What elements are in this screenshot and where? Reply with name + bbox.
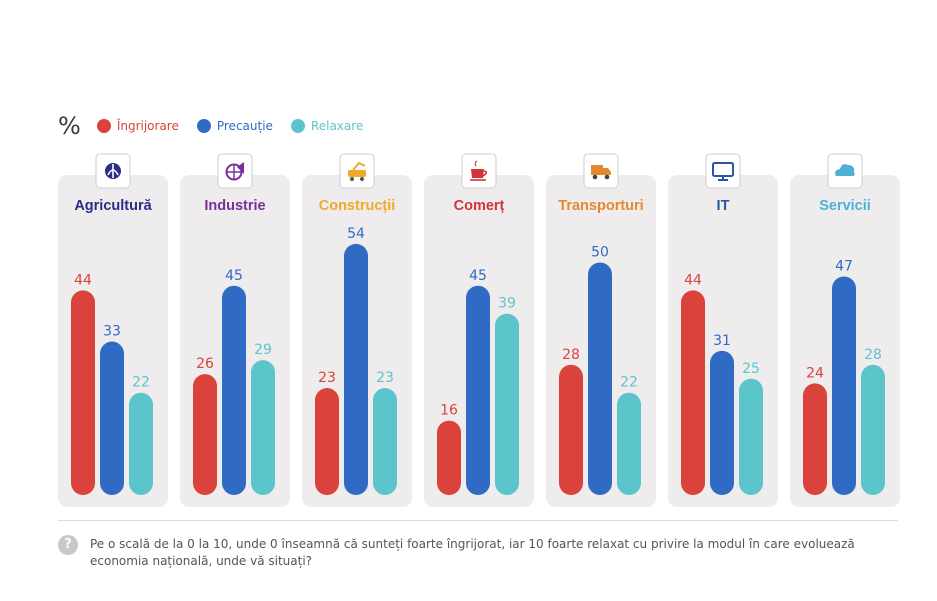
category-group-transporturi: Transporturi 28 50 22 <box>546 153 656 507</box>
bar-comert-ingrijorare <box>437 420 461 495</box>
question-icon: ? <box>58 535 78 555</box>
category-group-comert: Comerț 16 45 39 <box>424 153 534 507</box>
bar-transporturi-ingrijorare <box>559 364 583 495</box>
data-label-it-ingrijorare: 44 <box>684 272 702 288</box>
category-group-it: IT 44 31 25 <box>668 153 778 507</box>
data-label-servicii-precautie: 47 <box>835 258 853 274</box>
construction-vehicle-icon <box>348 161 366 181</box>
bar-comert-relaxare <box>495 313 519 495</box>
category-group-constructii: Construcții 23 54 23 <box>302 153 412 507</box>
data-label-comert-precautie: 45 <box>469 268 487 284</box>
data-label-servicii-ingrijorare: 24 <box>806 365 824 381</box>
category-label-agricultura: Agricultură <box>74 198 152 214</box>
legend-item-precautie: Precauție <box>196 119 273 133</box>
legend-label-relaxare: Relaxare <box>310 119 364 133</box>
data-label-agricultura-relaxare: 22 <box>132 375 150 391</box>
category-label-comert: Comerț <box>454 198 505 214</box>
category-icon-box-industrie <box>217 153 253 189</box>
bar-constructii-ingrijorare <box>315 388 339 495</box>
data-label-comert-ingrijorare: 16 <box>440 403 458 419</box>
legend: % Îngrijorare Precauție Relaxare <box>58 112 381 140</box>
bar-industrie-relaxare <box>251 360 275 495</box>
bar-servicii-relaxare <box>861 364 885 495</box>
footer-divider <box>58 520 898 521</box>
data-label-transporturi-precautie: 50 <box>591 245 609 261</box>
legend-label-ingrijorare: Îngrijorare <box>116 119 179 133</box>
bar-it-precautie <box>710 350 734 495</box>
bar-agricultura-ingrijorare <box>71 290 95 495</box>
bar-constructii-precautie <box>344 243 368 495</box>
data-label-agricultura-ingrijorare: 44 <box>74 272 92 288</box>
data-label-transporturi-ingrijorare: 28 <box>562 347 580 363</box>
data-label-servicii-relaxare: 28 <box>864 347 882 363</box>
question-text: Pe o scală de la 0 la 10, unde 0 înseamn… <box>90 537 855 568</box>
bar-it-relaxare <box>739 378 763 495</box>
legend-label-precautie: Precauție <box>216 119 273 133</box>
bar-transporturi-precautie <box>588 262 612 495</box>
category-group-agricultura: Agricultură 44 33 22 <box>58 153 168 507</box>
bar-agricultura-relaxare <box>129 392 153 495</box>
data-label-it-precautie: 31 <box>713 333 731 349</box>
data-label-constructii-ingrijorare: 23 <box>318 370 336 386</box>
legend-item-ingrijorare: Îngrijorare <box>96 119 179 133</box>
bar-agricultura-precautie <box>100 341 124 495</box>
cloud-icon <box>835 164 855 176</box>
category-group-servicii: Servicii 24 47 28 <box>790 153 900 507</box>
category-label-constructii: Construcții <box>319 198 396 214</box>
category-label-servicii: Servicii <box>819 198 871 214</box>
category-group-industrie: Industrie 26 45 29 <box>180 153 290 507</box>
monitor-icon <box>712 162 734 181</box>
data-label-industrie-precautie: 45 <box>225 268 243 284</box>
bar-industrie-precautie <box>222 285 246 495</box>
category-label-it: IT <box>717 198 730 214</box>
legend-dot-ingrijorare <box>96 119 111 133</box>
bar-it-ingrijorare <box>681 290 705 495</box>
bar-servicii-precautie <box>832 276 856 495</box>
data-label-constructii-precautie: 54 <box>347 226 365 242</box>
bar-comert-precautie <box>466 285 490 495</box>
data-label-industrie-ingrijorare: 26 <box>196 356 214 372</box>
legend-dot-precautie <box>196 119 211 133</box>
category-label-industrie: Industrie <box>204 198 265 214</box>
unit-label: % <box>58 112 81 140</box>
globe-megaphone-icon <box>225 162 244 181</box>
bar-transporturi-relaxare <box>617 392 641 495</box>
data-label-industrie-relaxare: 29 <box>254 342 272 358</box>
bar-constructii-relaxare <box>373 388 397 495</box>
wheat-icon <box>105 163 121 179</box>
data-label-it-relaxare: 25 <box>742 361 760 377</box>
coffee-cup-icon <box>470 160 488 181</box>
data-label-transporturi-relaxare: 22 <box>620 375 638 391</box>
legend-item-relaxare: Relaxare <box>290 119 364 133</box>
data-label-constructii-relaxare: 23 <box>376 370 394 386</box>
category-icon-box-it <box>705 153 741 189</box>
legend-dot-relaxare <box>290 119 305 133</box>
truck-icon <box>591 165 611 180</box>
bar-industrie-ingrijorare <box>193 374 217 495</box>
data-label-comert-relaxare: 39 <box>498 296 516 312</box>
data-label-agricultura-precautie: 33 <box>103 324 121 340</box>
bar-servicii-ingrijorare <box>803 383 827 495</box>
category-label-transporturi: Transporturi <box>558 198 643 214</box>
